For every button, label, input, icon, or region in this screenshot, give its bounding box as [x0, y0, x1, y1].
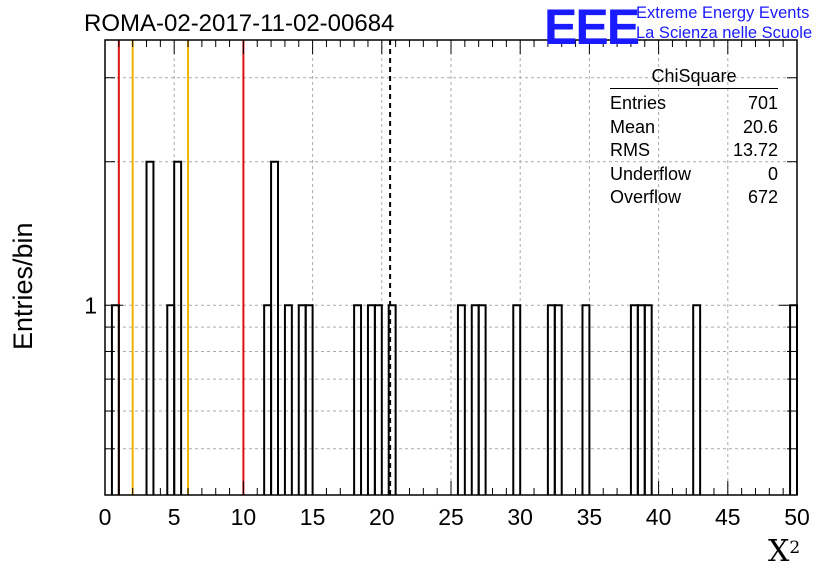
- histogram-bin: [629, 304, 639, 495]
- stats-row: Mean 20.6: [610, 117, 778, 141]
- histogram-bin: [470, 304, 480, 495]
- histogram-bin: [366, 304, 376, 495]
- x-tick-label: 5: [168, 504, 181, 530]
- stats-row-label: Mean: [610, 116, 656, 137]
- histogram-bin: [297, 304, 307, 495]
- histogram-bin: [546, 304, 556, 495]
- x-tick-label: 10: [231, 504, 257, 530]
- stats-row-label: Overflow: [610, 187, 682, 207]
- x-axis-label-main: X: [768, 534, 790, 569]
- chart-title: ROMA-02-2017-11-02-00684: [84, 10, 395, 37]
- stats-row: RMS 13.72: [610, 140, 778, 164]
- x-tick-label: 20: [369, 504, 395, 530]
- y-axis-label: Entries/bin: [8, 222, 38, 350]
- histogram-bin: [643, 304, 653, 495]
- stats-row-label: RMS: [610, 140, 650, 160]
- histogram-bin: [636, 304, 646, 495]
- x-tick-label: 0: [99, 504, 112, 530]
- histogram-bin: [553, 304, 563, 495]
- stats-row-label: Underflow: [610, 163, 692, 184]
- y-axis-ticks: 1: [84, 77, 797, 496]
- stats-row: Underflow 0: [610, 164, 778, 188]
- stats-rows: Entries 701 Mean 20.6 RMS 13.72 Underflow 0 Over…: [610, 93, 778, 211]
- logo-line-2: La Scienza nelle Scuole: [636, 24, 813, 42]
- stats-box: ChiSquare Entries 701 Mean 20.6 RMS 13.72 Unde…: [610, 66, 778, 211]
- histogram-bin: [110, 304, 120, 495]
- x-tick-label: 45: [715, 504, 741, 530]
- histogram-bin: [581, 304, 591, 495]
- stats-row: Overflow 672: [610, 187, 778, 211]
- x-axis-ticks: 0 5 10 15 20 25 30 35 40 45 50: [99, 40, 810, 530]
- histogram-bin: [477, 304, 487, 495]
- y-tick-label: 1: [84, 292, 97, 318]
- reference-lines: [117, 40, 392, 495]
- histogram-bin: [692, 304, 702, 495]
- histogram-bin: [145, 160, 155, 495]
- x-axis-label: X2: [768, 534, 800, 569]
- histogram-bin: [387, 304, 397, 495]
- histogram-bin: [789, 304, 798, 495]
- histogram-bin: [173, 160, 183, 495]
- x-tick-label: 25: [438, 504, 464, 530]
- histogram-bin: [263, 304, 273, 495]
- histogram-bin: [270, 160, 279, 495]
- stats-box-title: ChiSquare: [610, 66, 778, 89]
- histogram-bin: [456, 304, 466, 495]
- histogram-bin: [283, 304, 293, 495]
- x-tick-label: 35: [577, 504, 603, 530]
- stats-row-value: 0: [767, 163, 778, 184]
- stats-row: Entries 701: [610, 93, 778, 117]
- stats-row-value: 672: [747, 187, 778, 207]
- stats-row-value: 13.72: [732, 140, 778, 160]
- x-axis-label-superscript: 2: [789, 538, 801, 558]
- x-tick-label: 30: [507, 504, 533, 530]
- eee-logo: EEE: [544, 0, 640, 55]
- stats-row-label: Entries: [610, 93, 667, 113]
- logo-line-1: Extreme Energy Events: [636, 4, 810, 22]
- histogram-bin: [304, 304, 314, 495]
- stats-row-value: 20.6: [742, 116, 778, 137]
- stats-row-value: 701: [747, 93, 778, 113]
- x-tick-label: 40: [646, 504, 672, 530]
- x-tick-label: 50: [784, 504, 810, 530]
- x-tick-label: 15: [300, 504, 326, 530]
- histogram-bars: [110, 160, 798, 495]
- histogram-bin: [353, 304, 363, 495]
- histogram-bin: [512, 304, 522, 495]
- histogram-bin: [166, 304, 176, 495]
- histogram-bin: [373, 304, 383, 495]
